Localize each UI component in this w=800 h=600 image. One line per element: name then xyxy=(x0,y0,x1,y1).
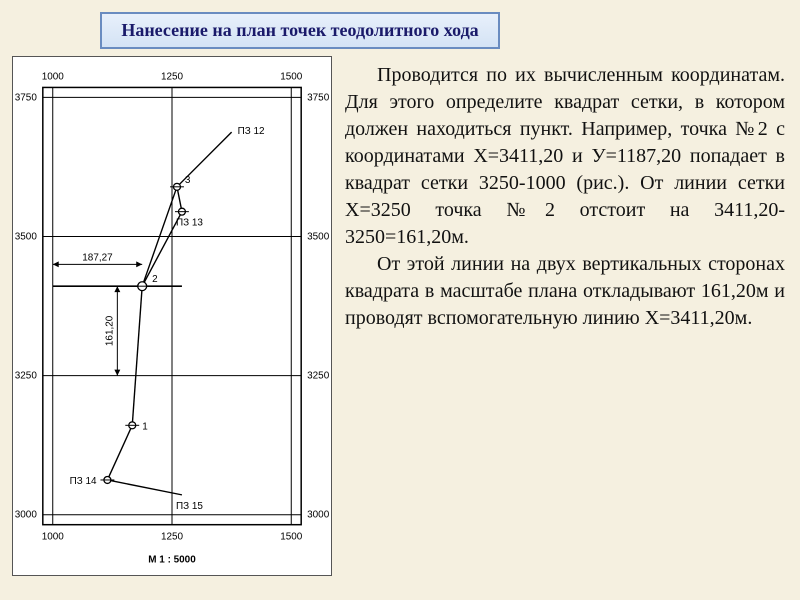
svg-text:1000: 1000 xyxy=(42,532,65,543)
svg-text:1500: 1500 xyxy=(280,532,303,543)
svg-text:ПЗ 15: ПЗ 15 xyxy=(176,501,203,512)
svg-text:М 1 : 5000: М 1 : 5000 xyxy=(148,554,196,565)
svg-text:ПЗ 13: ПЗ 13 xyxy=(176,218,203,229)
page-title: Нанесение на план точек теодолитного ход… xyxy=(100,12,500,49)
svg-text:3750: 3750 xyxy=(307,92,330,103)
svg-text:3000: 3000 xyxy=(15,510,38,521)
svg-text:ПЗ 14: ПЗ 14 xyxy=(70,476,97,487)
svg-text:ПЗ 12: ПЗ 12 xyxy=(238,126,265,137)
svg-text:1250: 1250 xyxy=(161,532,184,543)
svg-text:3750: 3750 xyxy=(15,92,38,103)
svg-text:161,20: 161,20 xyxy=(104,315,115,346)
svg-text:2: 2 xyxy=(152,274,158,285)
svg-text:3500: 3500 xyxy=(307,231,330,242)
traverse-diagram: 1000 1250 1500 1000 1250 1500 3750 3500 3250 3000… xyxy=(12,56,332,576)
svg-text:1500: 1500 xyxy=(280,71,303,82)
paragraph-1: Проводится по их вычисленным координатам… xyxy=(345,62,785,251)
svg-text:1250: 1250 xyxy=(161,71,184,82)
svg-text:3250: 3250 xyxy=(307,371,330,382)
svg-text:3500: 3500 xyxy=(15,231,38,242)
svg-text:3: 3 xyxy=(185,175,191,186)
svg-text:3250: 3250 xyxy=(15,371,38,382)
svg-text:1000: 1000 xyxy=(42,71,65,82)
svg-text:187,27: 187,27 xyxy=(82,252,113,263)
paragraph-2: От этой линии на двух вертикальных сторо… xyxy=(345,251,785,332)
svg-text:3000: 3000 xyxy=(307,510,330,521)
body-text: Проводится по их вычисленным координатам… xyxy=(345,62,785,332)
svg-text:1: 1 xyxy=(142,421,148,432)
